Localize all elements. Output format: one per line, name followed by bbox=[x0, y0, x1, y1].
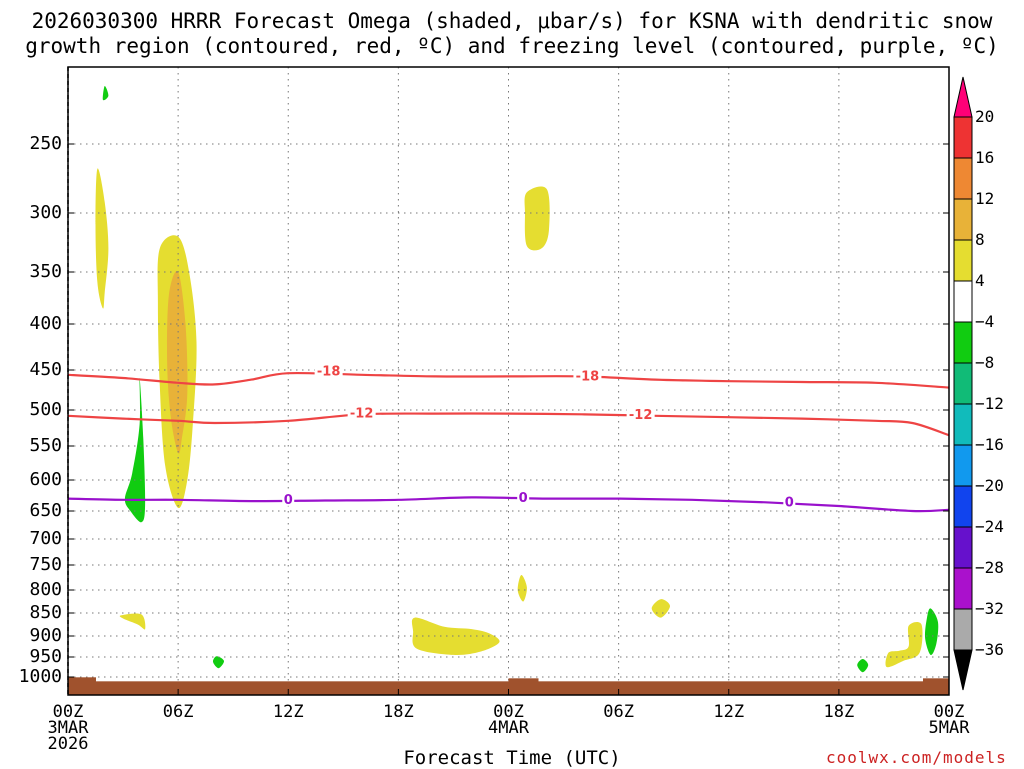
x-tick-date-label: 4MAR bbox=[488, 718, 529, 738]
omega-region-5 bbox=[651, 599, 670, 618]
x-tick-date-label: 5MAR bbox=[928, 718, 970, 738]
y-tick-label: 750 bbox=[29, 554, 62, 575]
y-tick-label: 1000 bbox=[18, 666, 62, 687]
colorbar-label: −28 bbox=[975, 558, 1004, 577]
y-tick-label: 500 bbox=[29, 399, 62, 420]
x-tick-label: 06Z bbox=[162, 702, 194, 722]
x-tick-label: 00Z bbox=[52, 702, 84, 722]
contour-label-4: 0 bbox=[284, 493, 293, 508]
x-axis-title: Forecast Time (UTC) bbox=[403, 747, 621, 769]
colorbar-label: 12 bbox=[975, 189, 995, 208]
y-tick-label: 300 bbox=[29, 202, 62, 223]
plot-frame bbox=[67, 66, 950, 696]
contour-label-2: -12 bbox=[350, 407, 374, 422]
ground-bump-right bbox=[923, 678, 949, 684]
contour-label-bg-3 bbox=[626, 407, 655, 422]
x-tick-label: 00Z bbox=[493, 702, 524, 722]
colorbar-segment-0 bbox=[953, 116, 973, 159]
colorbar-segment-2 bbox=[953, 198, 973, 241]
y-tick-label: 350 bbox=[29, 261, 62, 282]
contour-label-bg-1 bbox=[573, 368, 602, 383]
x-tick-label: 12Z bbox=[713, 702, 745, 722]
contour-line-2 bbox=[67, 496, 950, 513]
omega-region-4 bbox=[517, 574, 527, 602]
contour-label-0: -18 bbox=[317, 365, 341, 380]
x-tick-label: 18Z bbox=[383, 702, 414, 722]
colorbar-bottom-triangle bbox=[953, 649, 973, 691]
omega-region-2 bbox=[166, 270, 188, 454]
omega-region-12 bbox=[924, 608, 939, 656]
colorbar-segment-7 bbox=[953, 403, 973, 446]
chart-title-line-2: growth region (contoured, red, ºC) and f… bbox=[25, 34, 999, 58]
contour-label-bg-0 bbox=[314, 363, 343, 378]
colorbar-segment-9 bbox=[953, 485, 973, 528]
x-tick-label: 12Z bbox=[272, 702, 304, 722]
y-tick-label: 250 bbox=[29, 133, 62, 154]
y-tick-label: 400 bbox=[29, 313, 62, 334]
x-tick-label: 18Z bbox=[823, 702, 855, 722]
colorbar-segment-12 bbox=[953, 608, 973, 651]
colorbar-label: −16 bbox=[975, 435, 1004, 454]
x-tick-label: 00Z bbox=[933, 702, 965, 722]
colorbar-top-triangle bbox=[953, 76, 973, 118]
x-tick-date-label: 3MAR bbox=[47, 718, 89, 738]
contour-line-1 bbox=[67, 412, 950, 437]
omega-region-11 bbox=[857, 659, 869, 673]
omega-region-8 bbox=[885, 621, 923, 668]
y-tick-label: 850 bbox=[29, 602, 62, 623]
ground-bump-left bbox=[68, 677, 96, 684]
contour-label-5: 0 bbox=[519, 491, 528, 506]
contour-label-bg-4 bbox=[282, 491, 295, 506]
omega-region-6 bbox=[119, 613, 146, 630]
omega-region-7 bbox=[411, 617, 500, 655]
colorbar-label: 4 bbox=[975, 271, 985, 290]
contour-label-bg-2 bbox=[347, 405, 376, 420]
y-tick-label: 550 bbox=[29, 435, 62, 456]
colorbar-segment-10 bbox=[953, 526, 973, 569]
contour-line-0 bbox=[67, 371, 950, 389]
colorbar-segment-6 bbox=[953, 362, 973, 405]
colorbar-label: −4 bbox=[975, 312, 995, 331]
y-tick-label: 900 bbox=[29, 625, 62, 646]
chart-title-line-1: 2026030300 HRRR Forecast Omega (shaded, … bbox=[31, 9, 993, 33]
colorbar-label: −12 bbox=[975, 394, 1004, 413]
colorbar-segment-1 bbox=[953, 157, 973, 200]
y-tick-label: 800 bbox=[29, 579, 62, 600]
colorbar-segment-5 bbox=[953, 321, 973, 364]
y-tick-label: 700 bbox=[29, 528, 62, 549]
x-tick-label: 06Z bbox=[603, 702, 634, 722]
credit-link[interactable]: coolwx.com/models bbox=[826, 748, 1007, 767]
colorbar-label: −32 bbox=[975, 599, 1004, 618]
colorbar-label: −8 bbox=[975, 353, 995, 372]
omega-region-9 bbox=[124, 377, 146, 523]
y-tick-label: 650 bbox=[29, 500, 62, 521]
colorbar-label: −24 bbox=[975, 517, 1004, 536]
colorbar-label: 16 bbox=[975, 148, 995, 167]
omega-region-13 bbox=[102, 85, 109, 101]
colorbar-label: 8 bbox=[975, 230, 985, 249]
y-tick-label: 450 bbox=[29, 359, 62, 380]
y-tick-label: 950 bbox=[29, 646, 62, 667]
contour-label-bg-5 bbox=[517, 489, 530, 504]
x-tick-year-label: 2026 bbox=[47, 734, 89, 754]
colorbar-segment-3 bbox=[953, 239, 973, 282]
ground-bump-mid bbox=[508, 678, 539, 684]
contour-label-1: -18 bbox=[576, 369, 600, 384]
colorbar-label: −36 bbox=[975, 640, 1004, 659]
y-tick-label: 600 bbox=[29, 469, 62, 490]
colorbar-label: 20 bbox=[975, 107, 995, 126]
colorbar-label: −20 bbox=[975, 476, 1004, 495]
contour-label-6: 0 bbox=[785, 495, 794, 510]
omega-region-3 bbox=[524, 186, 550, 251]
omega-region-0 bbox=[95, 168, 109, 309]
contour-label-bg-6 bbox=[783, 494, 796, 509]
colorbar-segment-11 bbox=[953, 567, 973, 610]
contour-label-3: -12 bbox=[629, 408, 653, 423]
colorbar-segment-8 bbox=[953, 444, 973, 487]
colorbar-segment-4 bbox=[953, 280, 973, 323]
omega-region-10 bbox=[212, 656, 225, 669]
